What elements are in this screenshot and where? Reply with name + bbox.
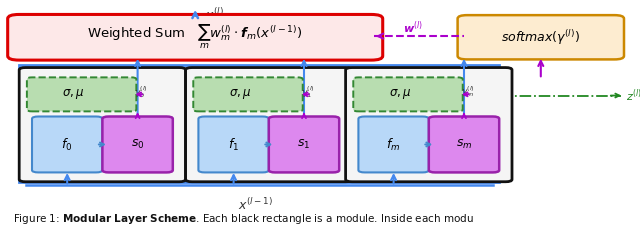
Text: $s_m$: $s_m$ <box>456 138 472 151</box>
FancyBboxPatch shape <box>193 77 303 111</box>
Text: $\gamma_1^{(l)}$: $\gamma_1^{(l)}$ <box>301 84 315 100</box>
Text: $\gamma_0^{(l)}$: $\gamma_0^{(l)}$ <box>134 84 148 100</box>
Text: $\sigma,\mu$: $\sigma,\mu$ <box>63 87 85 101</box>
Text: $f_m$: $f_m$ <box>387 136 401 153</box>
FancyBboxPatch shape <box>32 116 102 172</box>
FancyBboxPatch shape <box>346 68 512 182</box>
FancyBboxPatch shape <box>358 116 429 172</box>
FancyBboxPatch shape <box>8 14 383 60</box>
Text: m = 1: m = 1 <box>312 166 339 175</box>
Text: $f_0$: $f_0$ <box>61 136 73 153</box>
Text: $s_1$: $s_1$ <box>298 138 310 151</box>
Text: $z^{(l)}$: $z^{(l)}$ <box>626 87 640 104</box>
Text: $\sigma,\mu$: $\sigma,\mu$ <box>389 87 412 101</box>
Text: $\gamma_m^{(l)}$: $\gamma_m^{(l)}$ <box>461 85 475 99</box>
FancyBboxPatch shape <box>19 68 186 182</box>
Text: Figure 1: $\mathbf{Modular\ Layer\ Scheme}$. Each black rectangle is a module. I: Figure 1: $\mathbf{Modular\ Layer\ Schem… <box>13 212 474 226</box>
FancyBboxPatch shape <box>353 77 463 111</box>
FancyBboxPatch shape <box>102 116 173 172</box>
Text: $f_1$: $f_1$ <box>228 136 239 153</box>
Text: $s_0$: $s_0$ <box>131 138 145 151</box>
Text: $x^{(l-1)}$: $x^{(l-1)}$ <box>239 197 273 213</box>
FancyBboxPatch shape <box>186 68 352 182</box>
Bar <box>19 65 499 182</box>
Text: $\boldsymbol{w}^{(l)}$: $\boldsymbol{w}^{(l)}$ <box>403 20 423 36</box>
Text: m = 0: m = 0 <box>145 166 173 175</box>
Text: $x^{(l)}$: $x^{(l)}$ <box>205 7 223 23</box>
Text: Weighted Sum   $\sum_m w_m^{(l)} \cdot \boldsymbol{f}_m(x^{(l-1)})$: Weighted Sum $\sum_m w_m^{(l)} \cdot \bo… <box>88 23 303 51</box>
FancyBboxPatch shape <box>458 15 624 59</box>
FancyBboxPatch shape <box>429 116 499 172</box>
FancyBboxPatch shape <box>269 116 339 172</box>
Text: $m = M^{(l)}$: $m = M^{(l)}$ <box>463 162 499 175</box>
FancyBboxPatch shape <box>27 77 136 111</box>
Text: $\sigma,\mu$: $\sigma,\mu$ <box>229 87 252 101</box>
FancyBboxPatch shape <box>198 116 269 172</box>
Text: $\cdots$: $\cdots$ <box>314 132 333 151</box>
Text: $softmax(\gamma^{(l)})$: $softmax(\gamma^{(l)})$ <box>501 28 580 47</box>
